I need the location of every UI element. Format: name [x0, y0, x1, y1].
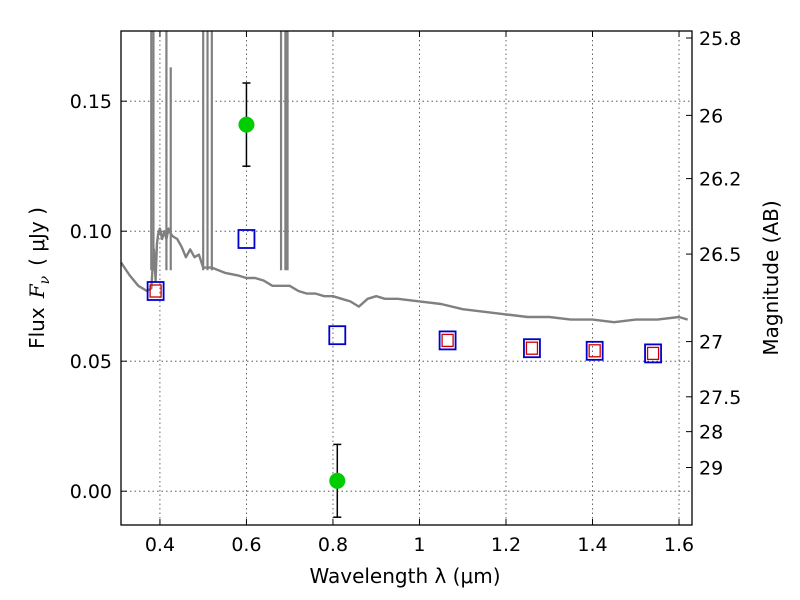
y-axis-label-unit: ( μJy ) — [25, 207, 49, 266]
observed-point — [238, 116, 255, 133]
x-tick-label: 1 — [413, 534, 425, 556]
y2-tick-label: 27 — [699, 332, 723, 354]
series-layer — [120, 31, 689, 518]
y-tick-label: 0.05 — [70, 351, 112, 373]
model-point-red — [588, 344, 601, 358]
model-point-red — [525, 341, 539, 355]
plot-frame — [120, 30, 693, 526]
ticks: 0.4 0.6 0.8 1 1.2 1.4 1.6 0.00 0.05 0.10 0.15 25.8 2… — [70, 28, 742, 556]
model-point-red — [149, 284, 162, 298]
model-point-blue — [237, 229, 256, 249]
model-point-red — [441, 333, 454, 348]
y-tick-label: 0.10 — [70, 221, 112, 243]
model-point-blue — [328, 325, 347, 346]
x-tick-label: 1.6 — [664, 534, 694, 556]
sed-line — [120, 227, 689, 324]
y2-axis-label: Magnitude (AB) — [759, 200, 783, 355]
x-tick-label: 0.8 — [318, 534, 348, 556]
y2-tick-label: 26.5 — [699, 244, 741, 266]
y-tick-label: 0.15 — [70, 91, 112, 113]
x-tick-label: 1.2 — [491, 534, 521, 556]
model-point-blue — [585, 340, 604, 361]
model-point-blue — [523, 338, 541, 359]
x-tick-label: 1.4 — [577, 534, 607, 556]
y-tick-label: 0.00 — [70, 481, 112, 503]
y2-tick-label: 25.8 — [699, 28, 741, 50]
model-point-blue — [146, 281, 165, 301]
observed-point — [329, 472, 346, 489]
model-point-blue — [438, 330, 457, 351]
model-point-blue — [644, 343, 662, 364]
x-tick-label: 0.6 — [231, 534, 261, 556]
x-axis-label: Wavelength λ (μm) — [309, 564, 500, 588]
y2-tick-label: 26 — [699, 105, 723, 127]
y2-tick-label: 27.5 — [699, 387, 741, 409]
y-axis-label-symbol: F — [25, 283, 49, 299]
y-axis-label-flux: Flux — [25, 307, 49, 349]
x-tick-label: 0.4 — [145, 534, 175, 556]
model-point-red — [646, 346, 660, 361]
y2-tick-label: 26.2 — [699, 169, 741, 191]
y-axis-label: Flux Fν ( μJy ) — [25, 207, 53, 349]
y-axis-label-subscript: ν — [37, 275, 53, 284]
y2-tick-label: 29 — [699, 457, 723, 479]
y2-tick-label: 28 — [699, 422, 723, 444]
